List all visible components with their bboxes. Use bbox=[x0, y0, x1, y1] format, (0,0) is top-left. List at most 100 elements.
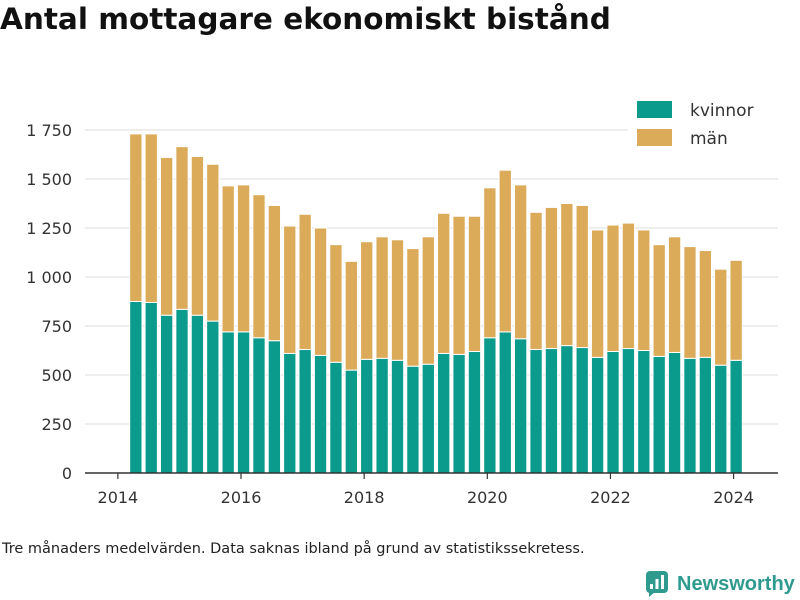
x-tick-label: 2016 bbox=[221, 488, 262, 507]
bar-man-2023-01 bbox=[667, 236, 682, 353]
bar-kvinnor-2021-07 bbox=[575, 347, 589, 474]
bar-man-2017-01 bbox=[298, 213, 312, 351]
bar-kvinnor-2019-10 bbox=[467, 350, 482, 474]
bar-man-2016-10 bbox=[283, 225, 297, 354]
bar-kvinnor-2021-04 bbox=[560, 345, 574, 474]
bar-kvinnor-2018-07 bbox=[390, 359, 405, 474]
bar-kvinnor-2016-07 bbox=[267, 340, 282, 474]
bar-kvinnor-2017-10 bbox=[344, 369, 358, 474]
bar-kvinnor-2023-07 bbox=[698, 356, 713, 474]
x-axis: 2014 2016 2018 2020 2022 2024 bbox=[85, 472, 778, 507]
legend-swatch-man bbox=[637, 129, 672, 146]
bar-kvinnor-2019-07 bbox=[452, 353, 466, 474]
bar-chart-logo-icon bbox=[646, 571, 668, 597]
bar-kvinnor-2022-04 bbox=[621, 348, 636, 474]
legend-label-kvinnor: kvinnor bbox=[690, 101, 754, 121]
bar-man-2015-04 bbox=[190, 155, 205, 316]
bar-man-2016-01 bbox=[236, 184, 251, 333]
bar-man-2021-10 bbox=[590, 229, 605, 358]
bar-kvinnor-2022-01 bbox=[606, 350, 620, 474]
bar-man-2018-07 bbox=[390, 239, 405, 361]
legend-swatch-kvinnor bbox=[637, 101, 672, 118]
bar-kvinnor-2020-07 bbox=[513, 338, 528, 474]
bar-man-2017-04 bbox=[313, 227, 328, 356]
logo-bar bbox=[655, 579, 659, 589]
bar-man-2014-10 bbox=[159, 156, 174, 316]
bar-man-2022-01 bbox=[606, 224, 620, 352]
bar-kvinnor-2018-01 bbox=[360, 358, 374, 474]
bar-kvinnor-2024-01 bbox=[729, 359, 743, 474]
y-tick-labels: 0 250 500 750 1 000 1 250 1 500 1 750 bbox=[26, 121, 72, 483]
y-tick-label: 250 bbox=[41, 415, 72, 434]
bar-kvinnor-2014-04 bbox=[129, 301, 143, 474]
bar-kvinnor-2022-07 bbox=[637, 350, 651, 474]
bar-man-2018-04 bbox=[375, 236, 389, 359]
footnote: Tre månaders medelvärden. Data saknas ib… bbox=[2, 541, 585, 557]
bar-man-2018-01 bbox=[360, 241, 374, 360]
logo-bar bbox=[661, 575, 664, 589]
bar-man-2022-10 bbox=[652, 244, 666, 357]
y-tick-label: 0 bbox=[62, 464, 72, 483]
bar-kvinnor-2021-01 bbox=[544, 348, 559, 474]
legend-item-kvinnor: kvinnor bbox=[637, 101, 754, 121]
x-tick-label: 2014 bbox=[98, 488, 139, 507]
bar-man-2017-10 bbox=[344, 260, 358, 371]
bar-kvinnor-2021-10 bbox=[590, 356, 605, 474]
bar-kvinnor-2015-10 bbox=[221, 331, 235, 474]
bar-man-2020-04 bbox=[498, 169, 512, 333]
chart-title: Antal mottagare ekonomiskt bistånd bbox=[0, 2, 611, 36]
bar-man-2022-04 bbox=[621, 222, 636, 350]
bar-man-2023-04 bbox=[683, 246, 697, 359]
y-tick-label: 1 250 bbox=[26, 219, 72, 238]
bar-man-2023-07 bbox=[698, 250, 713, 358]
x-tick-label: 2024 bbox=[713, 488, 754, 507]
bar-man-2020-07 bbox=[513, 184, 528, 340]
bar-kvinnor-2020-10 bbox=[529, 349, 543, 474]
bar-kvinnor-2023-04 bbox=[683, 357, 697, 474]
bar-man-2016-07 bbox=[267, 204, 282, 342]
bar-man-2015-01 bbox=[175, 146, 189, 310]
bar-man-2022-07 bbox=[637, 229, 651, 352]
bar-kvinnor-2023-01 bbox=[667, 351, 682, 474]
bar-kvinnor-2015-04 bbox=[190, 314, 205, 474]
bar-man-2021-04 bbox=[560, 203, 574, 347]
bar-man-2015-10 bbox=[221, 185, 235, 333]
legend-label-man: män bbox=[690, 129, 728, 149]
bar-man-2021-07 bbox=[575, 204, 589, 349]
bar-kvinnor-2020-01 bbox=[483, 337, 497, 474]
bar-man-2020-01 bbox=[483, 187, 497, 339]
x-tick-label: 2020 bbox=[467, 488, 508, 507]
bar-man-2020-10 bbox=[529, 211, 543, 351]
bar-kvinnor-2015-01 bbox=[175, 308, 189, 474]
bar-man-2019-07 bbox=[452, 215, 466, 355]
bar-kvinnor-2019-04 bbox=[437, 352, 451, 474]
bar-kvinnor-2020-04 bbox=[498, 331, 512, 474]
brand-logo: Newsworthy bbox=[645, 568, 795, 600]
bar-man-2019-04 bbox=[437, 212, 451, 354]
legend: kvinnor män bbox=[628, 92, 778, 154]
logo-bar bbox=[650, 584, 653, 589]
bar-man-2018-10 bbox=[406, 248, 420, 367]
y-tick-label: 1 750 bbox=[26, 121, 72, 140]
bar-man-2019-01 bbox=[421, 236, 435, 365]
bar-man-2021-01 bbox=[544, 206, 559, 350]
bar-kvinnor-2016-04 bbox=[252, 337, 266, 474]
y-tick-label: 500 bbox=[41, 366, 72, 385]
bar-man-2023-10 bbox=[714, 268, 728, 366]
bar-kvinnor-2017-07 bbox=[329, 361, 343, 474]
y-tick-label: 1 500 bbox=[26, 170, 72, 189]
bar-kvinnor-2018-04 bbox=[375, 357, 389, 474]
bar-man-2016-04 bbox=[252, 194, 266, 339]
x-tick-label: 2022 bbox=[590, 488, 631, 507]
bars bbox=[129, 133, 743, 474]
bar-kvinnor-2016-01 bbox=[236, 331, 251, 474]
bar-kvinnor-2023-10 bbox=[714, 364, 728, 474]
bar-man-2015-07 bbox=[206, 163, 220, 322]
x-tick-label: 2018 bbox=[344, 488, 385, 507]
y-tick-label: 1 000 bbox=[26, 268, 72, 287]
y-tick-label: 750 bbox=[41, 317, 72, 336]
bar-kvinnor-2015-07 bbox=[206, 320, 220, 474]
logo-tail bbox=[649, 592, 655, 597]
